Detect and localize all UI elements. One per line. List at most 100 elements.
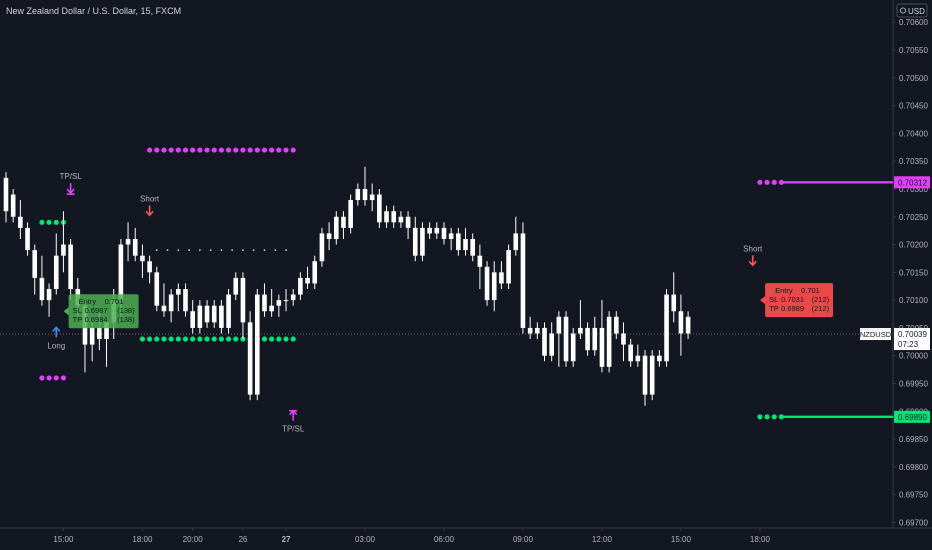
stop-dot	[254, 147, 260, 153]
candle-body	[556, 316, 562, 334]
signal-label: Short	[140, 194, 160, 203]
candle-body	[168, 294, 174, 312]
stop-dot	[778, 179, 785, 185]
trade-box-pips: (138)	[117, 315, 135, 324]
price-tick-label: 0.70350	[899, 157, 928, 166]
trade-box-value: 0.7031	[781, 295, 804, 304]
candle-body	[104, 322, 109, 340]
candle-body	[197, 305, 203, 328]
stop-dot	[39, 375, 45, 381]
candle-body	[448, 233, 454, 239]
price-tick-label: 0.70100	[899, 296, 928, 305]
candle-body	[520, 233, 526, 328]
target-dot	[175, 336, 181, 342]
candle-body	[592, 327, 598, 351]
signal-arrow-head	[52, 326, 61, 332]
time-tick-label: 27	[282, 535, 291, 544]
stop-dot	[261, 147, 268, 153]
target-dot	[778, 414, 785, 420]
target-dot	[139, 336, 146, 342]
signal-label: TP/SL	[282, 425, 305, 434]
time-axis[interactable]: 15:00 18:00 20:00 26 27 03:00 06:00 09:00 12:00 1…	[53, 528, 770, 544]
candle-body	[621, 333, 626, 345]
candle-body	[348, 200, 353, 228]
time-tick-label: 15:00	[53, 535, 74, 544]
time-tick-label: 03:00	[355, 535, 376, 544]
stop-dot	[218, 147, 224, 153]
candle-body	[405, 216, 411, 228]
candle-body	[3, 177, 9, 212]
target-dot	[276, 336, 282, 342]
stop-dot	[204, 147, 210, 153]
trade-box-value: 0.701	[801, 286, 820, 295]
candle-body	[255, 294, 260, 395]
trade-box	[68, 294, 139, 329]
entry-dot	[285, 249, 287, 252]
trade-box-label: SL	[73, 306, 82, 315]
candle-body	[147, 261, 152, 273]
entry-dot	[166, 249, 169, 252]
candle-body	[190, 311, 195, 328]
stop-dot	[190, 147, 196, 153]
price-tick-label: 0.70150	[899, 268, 928, 277]
target-dot	[764, 414, 770, 420]
candle-body	[628, 344, 633, 362]
target-dot	[161, 336, 167, 342]
current-price-tag	[894, 328, 930, 351]
target-dot	[211, 336, 217, 342]
stop-dot	[771, 179, 777, 185]
candle-body	[305, 277, 310, 284]
entry-dot	[209, 249, 212, 252]
candle-body	[420, 227, 425, 256]
trade-box-pips: (212)	[812, 295, 830, 304]
stop-dot	[46, 375, 52, 381]
currency-button[interactable]: USD	[896, 3, 928, 18]
entry-dot	[252, 249, 255, 252]
target-dot	[283, 336, 289, 342]
price-tick-label: 0.69750	[899, 491, 928, 500]
candle-body	[176, 289, 181, 295]
candle-body	[606, 316, 612, 367]
candle-body	[477, 255, 483, 267]
candle-body	[369, 194, 375, 201]
candle-body	[377, 194, 382, 223]
candle-body	[398, 216, 404, 223]
stop-dot	[225, 147, 232, 153]
symbol-tag-label: NZDUSD	[860, 330, 892, 339]
level-tag-label: 0.69890	[898, 413, 927, 422]
trade-box-value: 0.6987	[85, 306, 108, 315]
trade-box-label: TP	[769, 304, 779, 313]
signal-arrow-head	[66, 188, 75, 195]
candle-body	[204, 305, 210, 323]
candle-body	[563, 316, 569, 362]
candle-body	[53, 255, 59, 290]
price-tick-label: 0.70600	[899, 18, 928, 27]
price-tick-label: 0.69800	[899, 463, 928, 472]
entry-dot	[231, 249, 234, 252]
candle-body	[391, 211, 397, 223]
currency-button-frame[interactable]	[896, 3, 928, 18]
entry-dot	[177, 249, 180, 252]
stop-dot	[764, 179, 770, 185]
candle-body	[491, 272, 497, 301]
candle-body	[341, 216, 346, 228]
trade-box-value: 0.701	[105, 297, 124, 306]
candle-body	[161, 305, 167, 312]
signal-arrow-head	[289, 409, 298, 416]
trade-box-pips: (212)	[812, 304, 830, 313]
candle-body	[362, 188, 368, 201]
candle-body	[412, 227, 418, 256]
trade-box-value: 0.6984	[85, 315, 108, 324]
candle-body	[484, 266, 490, 301]
trade-box-pointer	[63, 307, 69, 316]
candle-body	[290, 294, 296, 301]
trade-box-value: 0.6989	[781, 304, 804, 313]
price-tick-label: 0.70300	[899, 185, 928, 194]
candle-body	[312, 261, 318, 284]
time-tick-label: 15:00	[671, 535, 692, 544]
candle-body	[685, 316, 691, 334]
